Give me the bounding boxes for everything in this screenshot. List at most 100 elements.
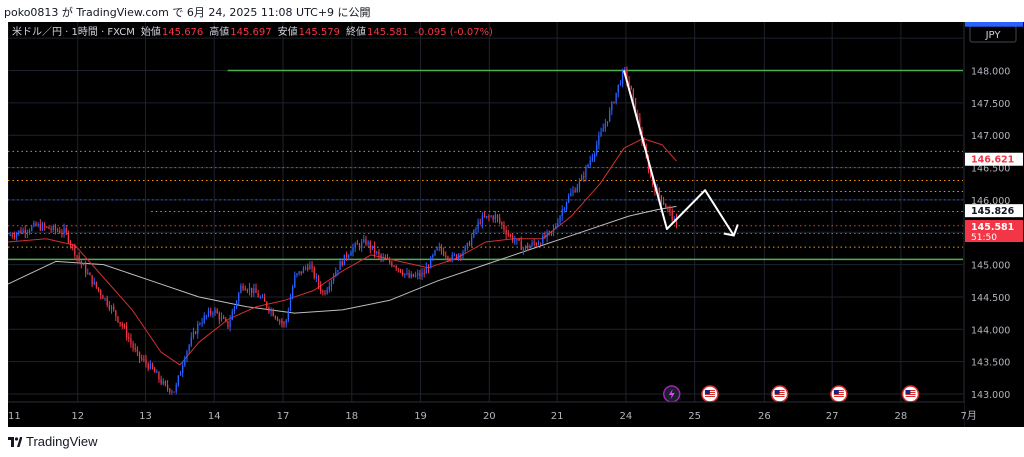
candle-body bbox=[76, 255, 78, 257]
candle-body bbox=[270, 310, 272, 312]
candle-body bbox=[285, 320, 287, 324]
candle-body bbox=[382, 257, 384, 259]
chart-area[interactable]: 143.000 143.500 144.000 144.500 145.000 145.5… bbox=[8, 22, 1024, 427]
candle-body bbox=[613, 102, 615, 104]
candles bbox=[9, 66, 678, 395]
candle-body bbox=[421, 272, 423, 277]
candle-body bbox=[44, 224, 46, 227]
candle-body bbox=[363, 239, 365, 242]
candle-body bbox=[125, 326, 128, 338]
candle-body bbox=[634, 98, 637, 114]
candle-body bbox=[373, 245, 376, 253]
candle-body bbox=[309, 265, 311, 270]
us-flag-icon[interactable] bbox=[830, 385, 848, 403]
candle-body bbox=[50, 228, 52, 230]
candle-body bbox=[552, 228, 555, 232]
candle-body bbox=[95, 281, 98, 288]
candlestick-chart[interactable]: 143.000 143.500 144.000 144.500 145.000 145.5… bbox=[8, 22, 1024, 427]
us-flag-icon[interactable] bbox=[701, 385, 719, 403]
candle-body bbox=[28, 230, 31, 232]
candle-body bbox=[479, 222, 481, 224]
candle-body bbox=[91, 275, 93, 285]
candle-body bbox=[65, 228, 67, 233]
candle-body bbox=[279, 320, 281, 322]
candle-body bbox=[369, 241, 371, 249]
candle-body bbox=[192, 331, 195, 338]
candle-body bbox=[475, 228, 477, 231]
candle-body bbox=[628, 80, 630, 86]
time-axis-bg bbox=[8, 402, 964, 427]
time-tick-label: 26 bbox=[758, 411, 771, 422]
candle-body bbox=[438, 246, 440, 248]
candle-body bbox=[391, 262, 393, 267]
candle-body bbox=[637, 113, 639, 118]
candle-body bbox=[233, 306, 236, 312]
candle-body bbox=[54, 226, 57, 231]
candle-body bbox=[445, 255, 447, 257]
time-tick-label: 25 bbox=[688, 411, 701, 422]
candle-body bbox=[149, 363, 151, 369]
candle-body bbox=[354, 243, 356, 248]
candle-body bbox=[287, 310, 289, 321]
candle-body bbox=[527, 245, 529, 249]
candle-body bbox=[13, 236, 16, 238]
candle-body bbox=[343, 254, 346, 266]
candle-body bbox=[289, 298, 292, 311]
candle-body bbox=[535, 243, 537, 245]
candle-body bbox=[524, 245, 527, 249]
candle-body bbox=[619, 83, 622, 85]
candle-body bbox=[41, 224, 44, 230]
candle-body bbox=[39, 224, 41, 230]
candle-body bbox=[520, 240, 522, 250]
candle-body bbox=[539, 243, 542, 245]
candle-body bbox=[311, 265, 313, 268]
legend-value: 145.579 bbox=[299, 27, 340, 38]
candle-body bbox=[188, 345, 190, 352]
candle-body bbox=[587, 164, 589, 167]
candle-body bbox=[26, 231, 29, 234]
candle-body bbox=[436, 247, 438, 251]
price-tick-label: 147.500 bbox=[971, 99, 1010, 110]
candle-body bbox=[611, 102, 613, 111]
time-tick-label: 27 bbox=[826, 411, 839, 422]
candle-body bbox=[380, 254, 382, 258]
candle-body bbox=[596, 144, 598, 154]
candle-body bbox=[33, 222, 35, 227]
time-tick-label: 11 bbox=[8, 411, 21, 422]
candle-body bbox=[544, 235, 546, 238]
price-tick-label: 143.000 bbox=[971, 390, 1010, 401]
candle-body bbox=[97, 287, 100, 291]
legend-value: 安値 bbox=[278, 25, 298, 38]
candle-body bbox=[328, 286, 330, 290]
candle-body bbox=[399, 269, 402, 273]
candle-body bbox=[48, 226, 50, 229]
candle-body bbox=[432, 255, 434, 258]
candle-body bbox=[320, 284, 322, 292]
candle-body bbox=[361, 241, 363, 248]
candle-body bbox=[632, 89, 635, 99]
candle-body bbox=[550, 231, 553, 233]
lightning-icon[interactable] bbox=[662, 385, 681, 403]
price-label: 145.826 bbox=[971, 206, 1015, 217]
candle-body bbox=[449, 259, 451, 261]
price-axis: 143.000 143.500 144.000 144.500 145.000 145.5… bbox=[963, 22, 1024, 427]
time-tick-label: 19 bbox=[414, 411, 427, 422]
candle-body bbox=[147, 363, 149, 369]
candle-body bbox=[69, 242, 72, 246]
candle-body bbox=[18, 230, 20, 234]
candle-body bbox=[578, 180, 581, 188]
publish-bar: poko0813 が TradingView.com で 6月 24, 2025… bbox=[0, 0, 1024, 22]
us-flag-icon[interactable] bbox=[770, 385, 789, 403]
candle-body bbox=[87, 273, 89, 275]
candle-body bbox=[119, 322, 121, 324]
candle-body bbox=[477, 222, 479, 229]
candle-body bbox=[386, 258, 389, 260]
candle-body bbox=[227, 320, 229, 328]
candle-body bbox=[356, 243, 358, 245]
symbol-legend: 米ドル／円 · 1時間 · FXCM 始値 145.676 高値 145.697 安値 1… bbox=[12, 25, 493, 38]
candle-body bbox=[153, 368, 156, 373]
candle-body bbox=[261, 297, 264, 299]
candle-body bbox=[548, 231, 550, 233]
us-flag-icon[interactable] bbox=[901, 385, 920, 403]
candle-body bbox=[389, 259, 391, 263]
